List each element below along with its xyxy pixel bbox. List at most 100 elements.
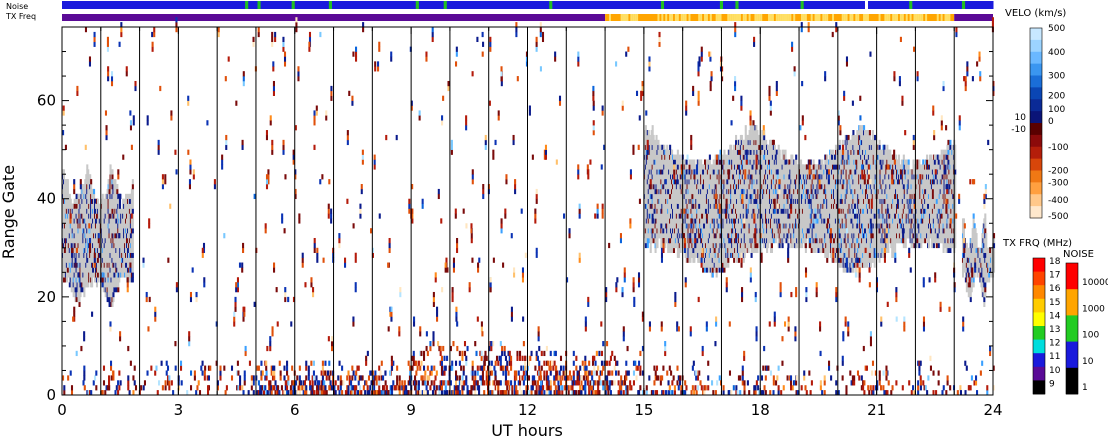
noise-band-cell [654,1,659,9]
ground-scatter-cell [677,252,680,258]
txfreq-band-stripe [899,14,902,21]
noise-band-cell [906,1,910,9]
ground-scatter-cell [668,247,671,254]
txfreq-band-stripe [779,14,782,21]
ground-scatter-cell [87,174,90,180]
ground-scatter-cell [125,193,128,200]
noise-band-cell [223,1,227,9]
ground-scatter-cell [91,272,94,278]
noise-band-cell [961,1,966,9]
noise-band-cell [530,1,535,9]
ground-scatter-cell [740,134,743,141]
txfreq-band-stripe [915,14,918,21]
ground-scatter-cell [652,134,655,141]
ground-scatter-cell [657,139,660,146]
txfreq-band-stripe [886,14,889,21]
noise-band-cell [667,1,671,9]
ground-scatter-cell [90,184,93,190]
noise-band-cell [744,1,749,9]
ground-scatter-cell [89,174,92,180]
noise-band-cell [844,1,848,9]
ground-scatter-cell [131,213,134,219]
ground-scatter-cell [131,267,134,273]
noise-band-cell [235,1,240,9]
noise-band-cell [518,1,522,9]
ground-scatter-cell [735,134,738,141]
ground-scatter-cell [97,203,100,209]
ground-scatter-cell [83,287,86,293]
noise-band-cell [555,1,560,9]
ground-scatter-cell [689,159,692,165]
noise-band-cell [387,1,392,9]
noise-band-cell [155,1,159,9]
ground-scatter-cell [63,277,67,283]
ground-scatter-cell [723,257,726,263]
txfreq-band-stripe [669,14,672,21]
noise-band-cell [809,1,814,9]
txfreq-band-stripe [925,14,928,21]
txfreq-band-stripe [789,14,792,21]
noise-band-cell [763,1,767,9]
top-bands [62,1,994,21]
noise-band-gap [864,1,868,9]
ground-scatter-cell [79,291,82,298]
ground-scatter-cell [131,208,134,214]
ground-scatter-cell [65,277,68,283]
noise-band-cell [729,1,733,9]
noise-band-cell [788,1,792,9]
noise-band-cell [828,1,833,9]
ground-scatter-cell [116,188,119,195]
ground-scatter-cell [112,291,115,298]
ground-scatter-cell [117,193,120,200]
ground-scatter-cell [725,257,728,263]
ground-scatter-cell [769,144,773,150]
ground-scatter-cell [93,193,96,200]
ground-scatter-cell [772,237,775,244]
ground-scatter-cell [673,159,677,165]
noise-band-cell [803,1,808,9]
noise-band-cell [989,1,994,9]
noise-band-cell [412,1,417,9]
ground-scatter-cell [80,287,83,293]
noise-band-cell [505,1,510,9]
ground-scatter-cell [131,262,134,268]
ground-scatter-cell [743,252,746,258]
noise-band-cell [878,1,882,9]
ground-scatter-cell [704,159,707,165]
txfreq-band-stripe [824,14,827,21]
noise-band-cell [356,1,361,9]
txfreq-band-stripe [661,14,664,21]
noise-band-cell [71,1,75,9]
txfreq-band-stripe [901,14,904,21]
ground-scatter-cell [763,139,766,146]
noise-band-cell [813,1,817,9]
noise-band-cell [313,1,317,9]
txfreq-band-stripe [816,14,819,21]
ground-scatter-cell [693,252,696,258]
ground-scatter-cell [96,198,99,204]
ground-scatter-cell [756,242,759,249]
ground-scatter-cell [644,237,647,244]
noise-band-cell [797,1,802,9]
ground-scatter-cell [727,257,730,263]
noise-band-cell [198,1,203,9]
noise-band-cell [288,1,293,9]
noise-band-cell [418,1,423,9]
noise-band-cell [406,1,411,9]
noise-band-cell [868,1,873,9]
noise-band-cell [794,1,798,9]
ground-scatter-cell [653,139,656,146]
noise-band-cell [105,1,110,9]
noise-band-cell [884,1,888,9]
txfreq-band-stripe [758,14,761,21]
ground-scatter-cell [689,252,692,258]
noise-band-cell [648,1,653,9]
ground-scatter-cell [747,247,750,254]
ground-scatter-cell [723,267,726,273]
txfreq-band-stripe [624,14,627,21]
txfreq-band-stripe [775,14,778,21]
noise-band-cell [719,1,724,9]
txfreq-band-stripe [748,14,751,21]
txfreq-band-stripe [608,14,611,21]
ground-scatter-cell [114,184,117,190]
